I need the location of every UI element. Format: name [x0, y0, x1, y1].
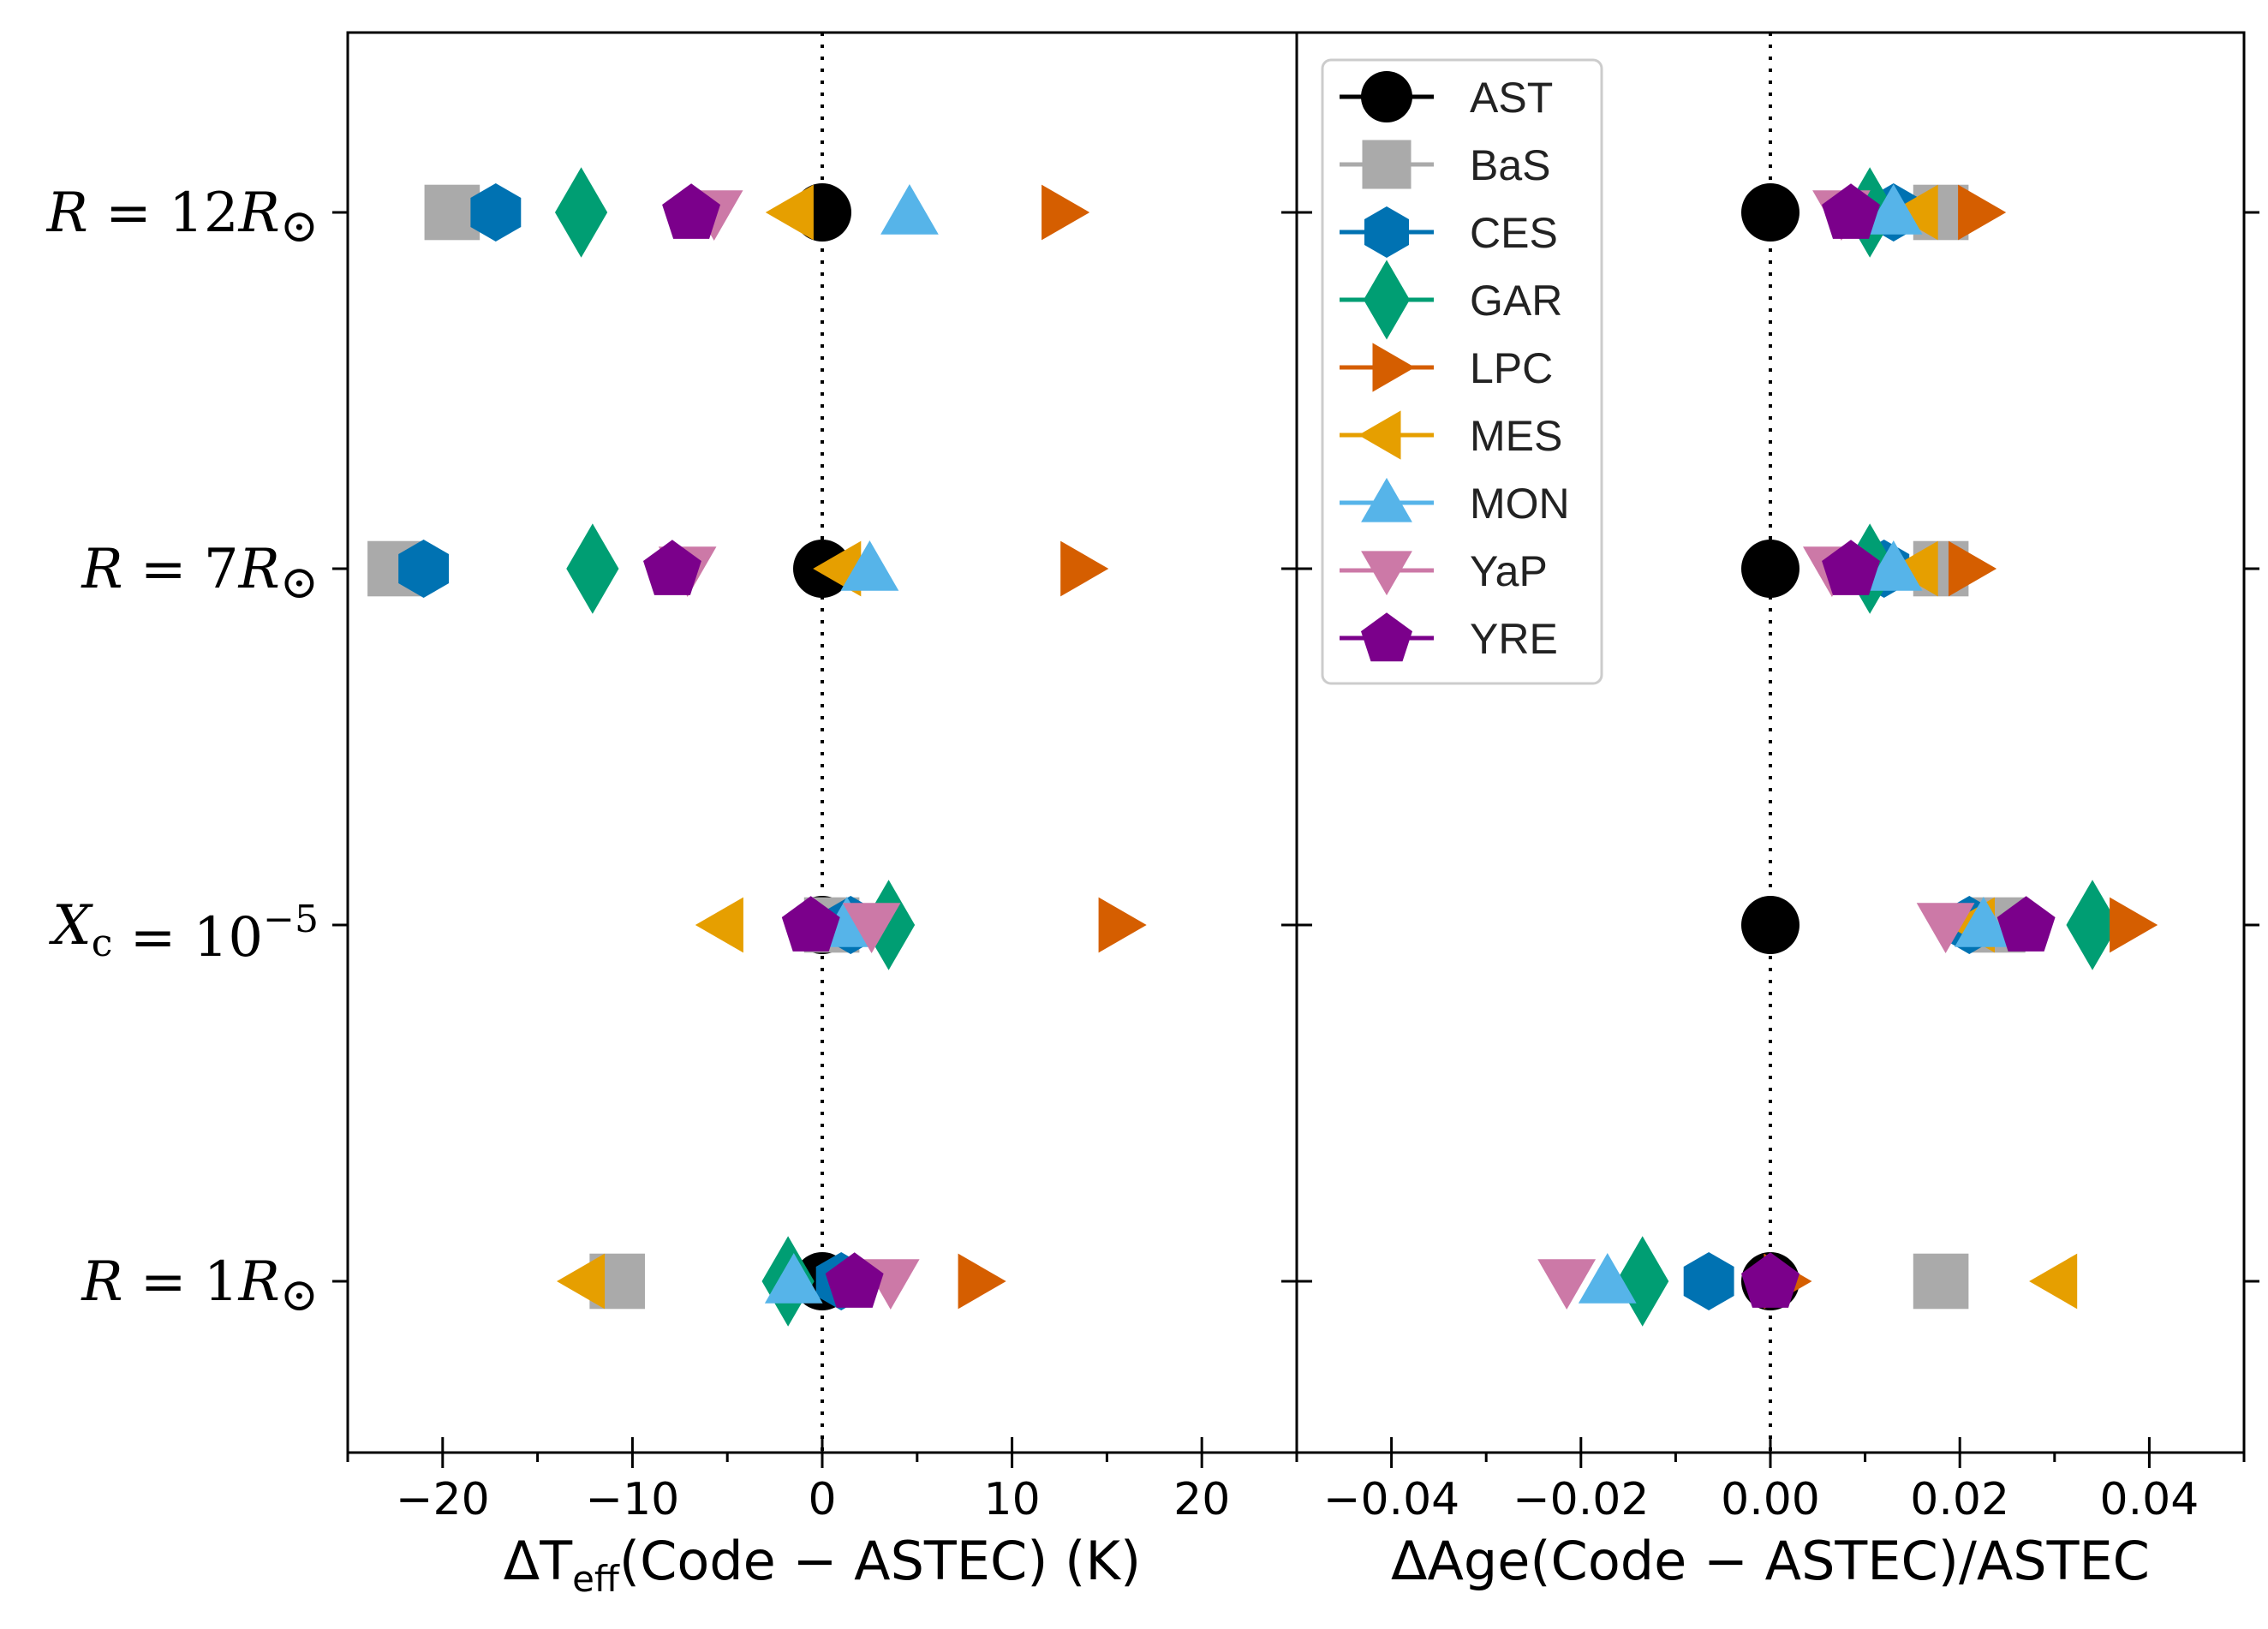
y-category-label: R = 1R⊙	[81, 1250, 319, 1322]
data-point-mes	[765, 184, 814, 241]
x-tick-label: 0	[808, 1474, 836, 1525]
data-point-mes	[1889, 184, 1938, 241]
data-point-mon	[1864, 540, 1923, 591]
legend-marker-ces	[1364, 206, 1409, 258]
legend-marker-bas	[1362, 140, 1412, 189]
data-point-mon	[1578, 1253, 1637, 1304]
data-point-mon	[1955, 897, 2013, 947]
data-point-lpc	[1041, 184, 1090, 241]
data-point-bas	[1913, 1253, 1969, 1310]
data-point-mon	[840, 540, 899, 591]
data-point-mes	[1889, 540, 1938, 597]
legend-label-lpc: LPC	[1470, 344, 1553, 392]
data-point-yap	[1537, 1259, 1597, 1310]
data-point-yre	[825, 1252, 884, 1308]
data-point-lpc	[1098, 897, 1147, 953]
data-point-mes	[557, 1253, 606, 1310]
data-point-yre	[1822, 183, 1880, 239]
x-tick-label: 10	[984, 1474, 1041, 1525]
x-tick-label: 20	[1173, 1474, 1230, 1525]
legend-marker-mon	[1361, 477, 1412, 522]
y-category-label: R = 7R⊙	[81, 538, 319, 609]
y-category-labels: R = 12R⊙ R = 7R⊙ Xc = 10−5 R = 1R⊙	[46, 182, 319, 1322]
legend-marker-ast	[1361, 71, 1412, 122]
legend-label-ces: CES	[1470, 209, 1558, 257]
y-category-label: Xc = 10−5	[48, 894, 319, 970]
data-point-yre	[1741, 1252, 1799, 1308]
data-point-lpc	[2110, 897, 2158, 953]
legend-label-mon: MON	[1470, 480, 1570, 528]
y-category-label: R = 12R⊙	[46, 182, 319, 253]
data-point-mes	[2029, 1253, 2078, 1310]
data-point-ast	[1741, 540, 1799, 598]
data-point-ces	[470, 183, 522, 242]
data-point-lpc	[1958, 184, 2007, 241]
data-point-gar	[862, 880, 916, 970]
teff-panel: −20 −10 0 10 20 ΔTeff(Code − ASTEC) (K)	[332, 31, 1298, 1600]
data-point-gar	[1616, 1236, 1669, 1327]
data-point-yre	[662, 183, 720, 239]
data-point-lpc	[958, 1253, 1006, 1310]
data-point-ast	[1741, 896, 1799, 954]
legend-label-mes: MES	[1470, 412, 1562, 460]
data-point-yre	[1822, 540, 1880, 595]
x-tick-label: −0.04	[1323, 1474, 1459, 1525]
data-point-gar	[566, 523, 619, 614]
legend-marker-lpc	[1372, 343, 1415, 392]
data-point-lpc	[1060, 540, 1109, 597]
data-point-ces	[1683, 1252, 1734, 1310]
x-tick-label: −20	[396, 1474, 490, 1525]
legend-label-yap: YaP	[1470, 547, 1548, 595]
data-point-yre	[643, 540, 701, 595]
legend-label-gar: GAR	[1470, 277, 1562, 325]
x-axis-label: ΔAge(Code − ASTEC)/ASTEC	[1391, 1530, 2150, 1592]
data-point-yre	[781, 896, 840, 952]
data-point-mon	[764, 1253, 823, 1304]
x-tick-label: 0.02	[1910, 1474, 2009, 1525]
legend-marker-mes	[1358, 410, 1401, 460]
legend-marker-yre	[1361, 612, 1412, 662]
data-point-gar	[554, 167, 608, 258]
data-point-lpc	[1949, 540, 1997, 597]
data-point-yre	[1996, 896, 2056, 952]
legend-label-yre: YRE	[1470, 615, 1558, 663]
x-tick-label: 0.00	[1721, 1474, 1820, 1525]
x-axis-label: ΔTeff(Code − ASTEC) (K)	[504, 1530, 1141, 1600]
legend-label-bas: BaS	[1470, 141, 1551, 189]
data-point-ces	[398, 540, 450, 598]
legend-label-ast: AST	[1470, 74, 1553, 122]
data-point-mon	[880, 184, 939, 235]
data-point-mon	[1864, 184, 1923, 235]
x-tick-label: −10	[586, 1474, 680, 1525]
x-tick-label: 0.04	[2100, 1474, 2199, 1525]
data-point-yap	[1916, 903, 1975, 953]
data-point-gar	[2066, 880, 2119, 970]
data-point-ast	[1741, 183, 1799, 242]
legend-marker-gar	[1364, 260, 1410, 340]
data-point-yap	[842, 903, 901, 953]
x-tick-label: −0.02	[1513, 1474, 1649, 1525]
legend: AST BaS CES GAR LPC MES MON YaP YRE	[1321, 58, 1603, 685]
data-point-mes	[695, 897, 743, 953]
legend-marker-yap	[1361, 551, 1412, 596]
